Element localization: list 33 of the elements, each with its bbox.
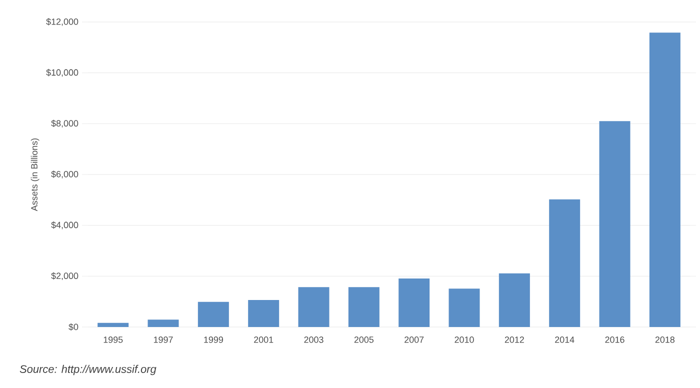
y-tick-label: $8,000	[51, 120, 78, 128]
bar	[248, 300, 280, 327]
y-tick-label: $0	[68, 323, 78, 331]
bar	[298, 287, 330, 327]
x-tick-label: 2014	[555, 336, 574, 343]
source-note: Source: http://www.ussif.org	[20, 364, 156, 376]
y-axis-title: Assets (in Billions)	[30, 138, 40, 212]
x-tick-label: 2018	[655, 336, 675, 343]
bar	[549, 199, 580, 327]
bar	[599, 121, 630, 327]
bar	[448, 288, 480, 327]
x-tick-label: 2007	[404, 336, 424, 343]
y-tick-label: $2,000	[51, 272, 78, 280]
x-tick-label: 1997	[154, 336, 173, 343]
y-tick-label: $12,000	[46, 18, 78, 26]
x-tick-label: 1999	[204, 336, 223, 343]
y-tick-label: $10,000	[46, 68, 78, 77]
x-tick-label: 2001	[254, 336, 274, 343]
y-tick-label: $4,000	[51, 221, 78, 230]
x-tick-label: 2016	[605, 336, 624, 343]
y-tick-label: $6,000	[51, 170, 78, 178]
x-tick-label: 2005	[354, 336, 374, 343]
bar	[198, 302, 229, 327]
x-tick-label: 2003	[304, 336, 324, 343]
bar	[649, 32, 680, 327]
bar	[148, 320, 179, 327]
x-tick-label: 1995	[104, 336, 123, 343]
x-tick-label: 2010	[454, 336, 474, 343]
bar	[498, 273, 530, 327]
bar	[348, 287, 380, 327]
x-tick-label: 2012	[504, 336, 524, 343]
bar	[398, 278, 430, 327]
bar	[98, 322, 129, 327]
